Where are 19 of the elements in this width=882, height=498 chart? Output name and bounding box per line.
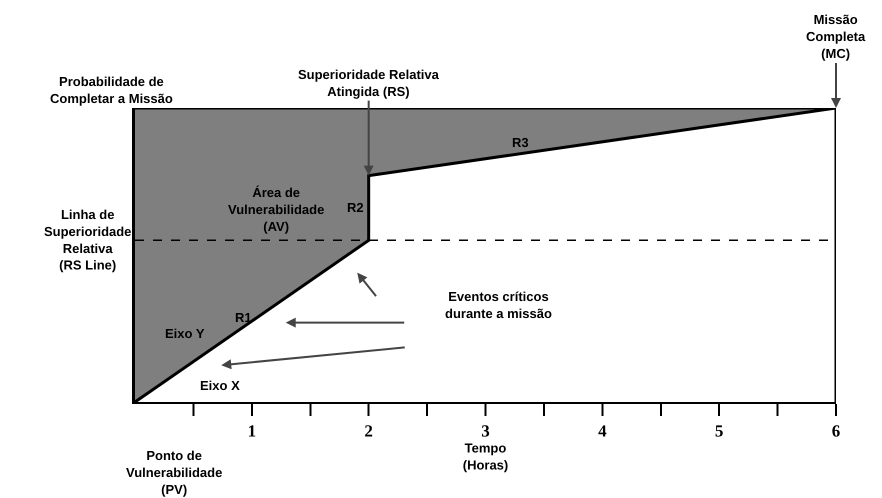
- ref-line-label: Missão Completa (MC): [806, 12, 866, 61]
- x-tick-label: 2: [364, 421, 373, 440]
- x-tick-label: 5: [714, 421, 724, 440]
- annotation: Eixo X: [200, 378, 240, 393]
- annotation: Área de Vulnerabilidade (AV): [228, 185, 324, 234]
- x-tick-label: 1: [248, 421, 256, 440]
- x-tick-label: 6: [832, 421, 840, 440]
- annotation: R2: [347, 200, 364, 215]
- annotation: Eventos críticos durante a missão: [445, 289, 552, 321]
- annotation: R1: [235, 310, 252, 325]
- annotation: Eixo Y: [165, 326, 205, 341]
- text: Ponto de Vulnerabilidade (PV): [126, 448, 222, 497]
- x-tick-label: 3: [481, 421, 490, 440]
- ref-line-label: Linha de Superioridade Relativa (RS Line): [44, 207, 132, 273]
- ref-line-label: Probabilidade de Completar a Missão: [50, 74, 173, 106]
- annotation: Superioridade Relativa Atingida (RS): [298, 67, 440, 99]
- annotation: R3: [512, 135, 529, 150]
- x-axis-title: Tempo (Horas): [462, 440, 508, 472]
- x-tick-label: 4: [598, 421, 608, 440]
